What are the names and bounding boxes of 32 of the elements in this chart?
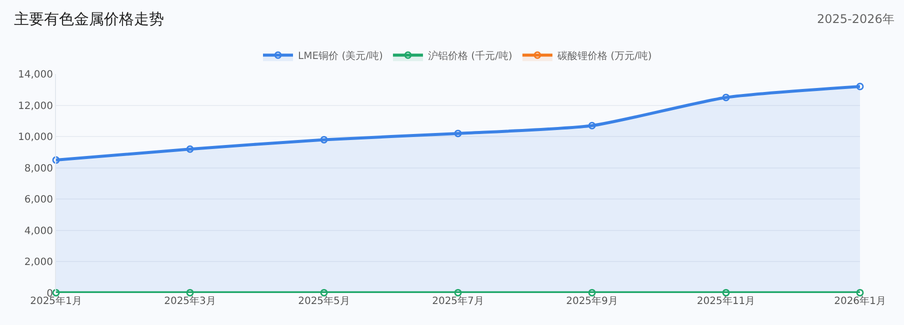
- y-tick-label: 4,000: [24, 226, 53, 237]
- point: [52, 156, 60, 164]
- y-tick-label: 14,000: [18, 70, 53, 80]
- point: [320, 136, 328, 144]
- point: [186, 145, 194, 153]
- point: [52, 288, 60, 296]
- x-tick-label: 2025年5月: [298, 295, 350, 307]
- point: [722, 94, 730, 102]
- point: [186, 288, 194, 296]
- chart-subtitle: 2025-2026年: [817, 12, 894, 26]
- point: [454, 288, 462, 296]
- x-tick-label: 2025年11月: [696, 295, 756, 307]
- y-tick-label: 2,000: [24, 257, 53, 268]
- chart-title: 主要有色金属价格走势: [14, 10, 164, 28]
- point: [588, 122, 596, 130]
- point: [722, 288, 730, 296]
- point: [454, 130, 462, 138]
- x-tick-label: 2025年3月: [164, 295, 216, 307]
- point: [856, 82, 864, 90]
- y-tick-label: 10,000: [18, 132, 53, 144]
- x-tick-label: 2025年9月: [566, 295, 618, 307]
- x-tick-label: 2026年1月: [834, 295, 886, 307]
- legend-label: 碳酸锂价格 (万元/吨): [556, 50, 652, 62]
- point: [588, 288, 596, 296]
- legend-label: 沪铝价格 (千元/吨): [428, 50, 512, 62]
- y-tick-label: 12,000: [18, 100, 53, 112]
- point: [856, 288, 864, 296]
- y-tick-label: 8,000: [24, 163, 53, 174]
- x-tick-label: 2025年7月: [432, 295, 484, 307]
- point: [320, 288, 328, 296]
- legend-label: LME铜价 (美元/吨): [298, 50, 383, 62]
- y-tick-label: 6,000: [24, 194, 53, 206]
